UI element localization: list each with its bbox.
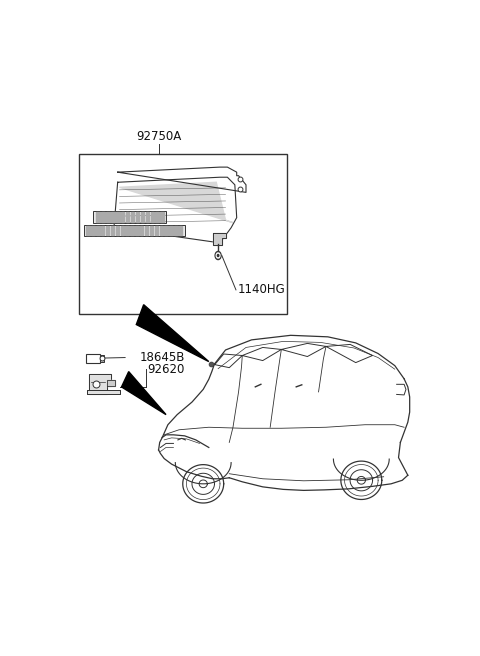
Bar xyxy=(79,154,287,314)
Bar xyxy=(116,212,120,222)
Bar xyxy=(164,226,168,236)
Polygon shape xyxy=(136,304,209,361)
Polygon shape xyxy=(121,371,166,415)
Text: 92620: 92620 xyxy=(147,363,185,376)
Text: 92750A: 92750A xyxy=(136,131,181,144)
Bar xyxy=(135,226,139,236)
Circle shape xyxy=(215,251,221,260)
Bar xyxy=(86,226,90,236)
Bar xyxy=(116,226,119,236)
Bar xyxy=(96,212,100,222)
Bar xyxy=(179,226,182,236)
Bar xyxy=(100,354,104,361)
Bar xyxy=(101,226,105,236)
Bar xyxy=(84,225,185,236)
Bar xyxy=(91,226,95,236)
Polygon shape xyxy=(213,233,226,245)
Bar xyxy=(169,226,173,236)
Bar xyxy=(106,226,109,236)
Bar xyxy=(111,212,115,222)
Bar xyxy=(160,212,164,222)
Bar xyxy=(101,212,105,222)
Bar xyxy=(159,226,163,236)
Bar xyxy=(131,212,134,222)
Bar xyxy=(86,354,100,363)
Circle shape xyxy=(216,253,220,258)
Bar xyxy=(126,212,130,222)
Bar xyxy=(155,226,158,236)
Bar xyxy=(121,212,124,222)
Bar xyxy=(141,212,144,222)
Bar xyxy=(111,226,114,236)
Bar xyxy=(145,212,149,222)
Text: 1140HG: 1140HG xyxy=(238,283,286,297)
Bar xyxy=(151,212,154,222)
Polygon shape xyxy=(107,380,115,386)
Bar xyxy=(87,390,120,394)
Bar xyxy=(150,226,153,236)
Bar xyxy=(96,226,99,236)
Bar xyxy=(120,226,124,236)
Bar xyxy=(106,212,110,222)
Circle shape xyxy=(217,255,219,256)
Bar xyxy=(140,226,144,236)
Bar xyxy=(174,226,178,236)
Bar xyxy=(125,226,129,236)
Bar xyxy=(94,211,166,222)
Bar xyxy=(156,212,159,222)
Bar xyxy=(145,226,148,236)
Polygon shape xyxy=(89,374,111,394)
Bar xyxy=(136,212,139,222)
Bar xyxy=(87,390,120,394)
Bar xyxy=(130,226,134,236)
Polygon shape xyxy=(120,182,233,222)
Text: 18645B: 18645B xyxy=(140,351,185,364)
